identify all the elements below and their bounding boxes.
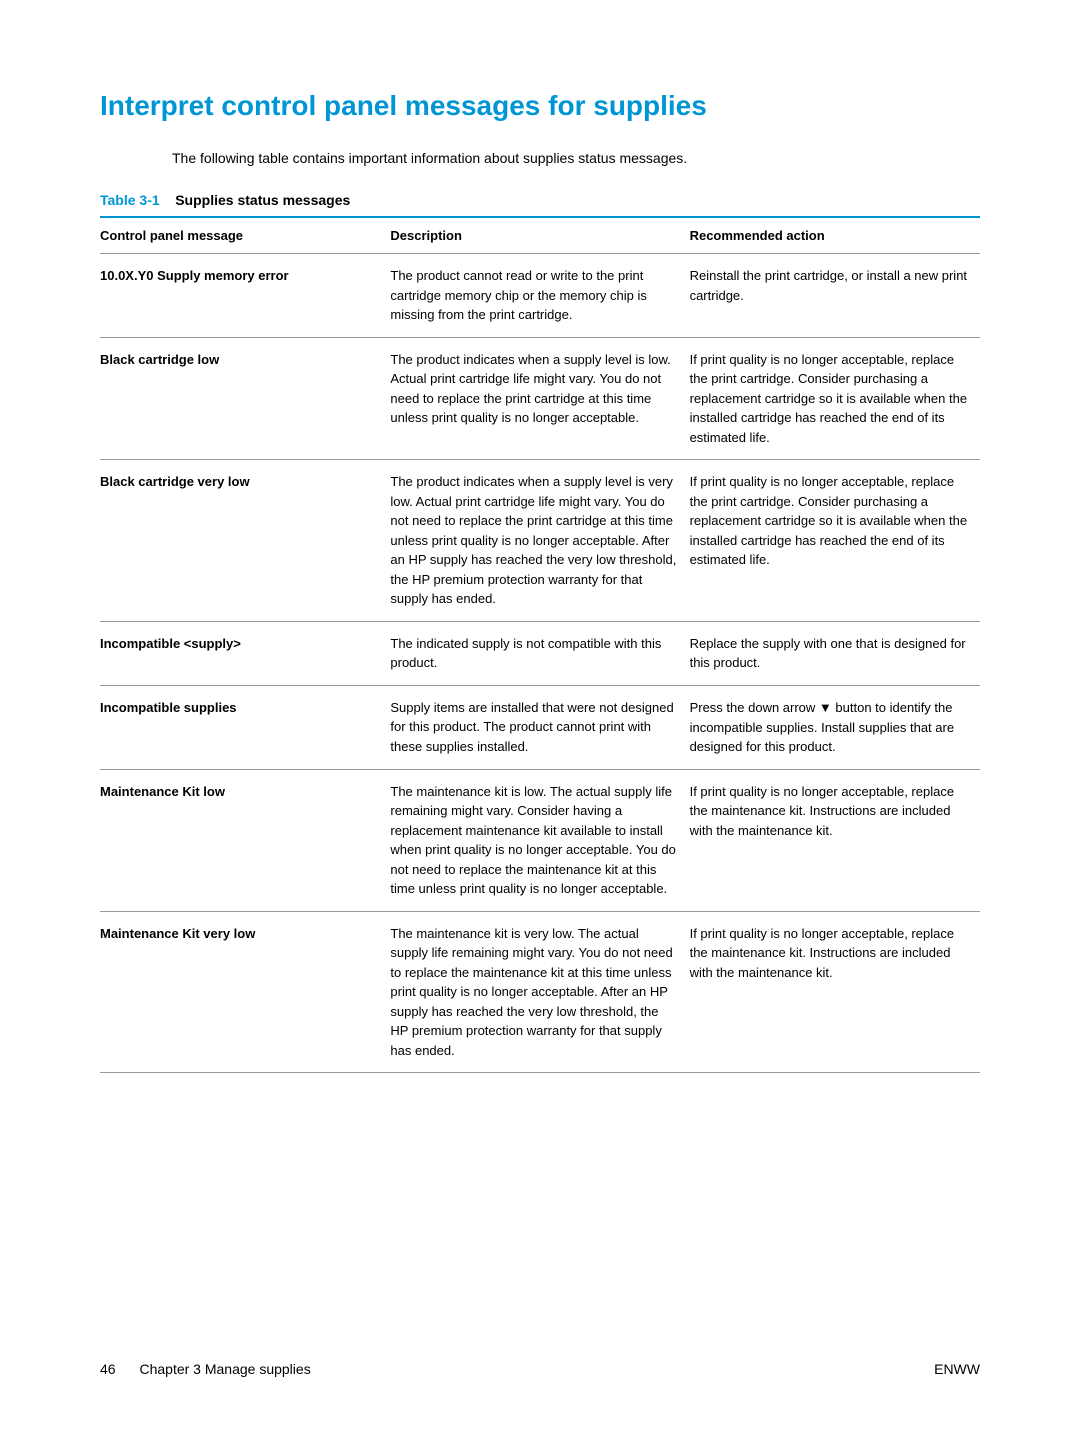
cell-action: If print quality is no longer acceptable…	[690, 460, 980, 622]
cell-message: Maintenance Kit very low	[100, 911, 390, 1073]
action-pre: Press the down arrow	[690, 700, 819, 715]
footer-left: 46 Chapter 3 Manage supplies	[100, 1361, 311, 1377]
page-title: Interpret control panel messages for sup…	[100, 90, 980, 122]
supplies-status-table: Control panel message Description Recomm…	[100, 216, 980, 1073]
cell-description: The maintenance kit is very low. The act…	[390, 911, 689, 1073]
cell-description: The product cannot read or write to the …	[390, 254, 689, 338]
cell-message: Black cartridge very low	[100, 460, 390, 622]
footer-right: ENWW	[934, 1361, 980, 1377]
page-footer: 46 Chapter 3 Manage supplies ENWW	[100, 1361, 980, 1377]
intro-text: The following table contains important i…	[172, 150, 980, 166]
table-row: Incompatible <supply> The indicated supp…	[100, 621, 980, 685]
cell-action: If print quality is no longer acceptable…	[690, 337, 980, 460]
page-number: 46	[100, 1361, 116, 1377]
cell-action: Press the down arrow ▼ button to identif…	[690, 685, 980, 769]
cell-message: Maintenance Kit low	[100, 769, 390, 911]
cell-message: 10.0X.Y0 Supply memory error	[100, 254, 390, 338]
table-header-row: Control panel message Description Recomm…	[100, 217, 980, 254]
table-row: Maintenance Kit very low The maintenance…	[100, 911, 980, 1073]
cell-description: The indicated supply is not compatible w…	[390, 621, 689, 685]
cell-action: If print quality is no longer acceptable…	[690, 769, 980, 911]
table-row: 10.0X.Y0 Supply memory error The product…	[100, 254, 980, 338]
cell-action: If print quality is no longer acceptable…	[690, 911, 980, 1073]
down-arrow-icon: ▼	[819, 698, 832, 718]
cell-description: The product indicates when a supply leve…	[390, 337, 689, 460]
cell-action: Replace the supply with one that is desi…	[690, 621, 980, 685]
table-header-description: Description	[390, 217, 689, 254]
chapter-label: Chapter 3 Manage supplies	[139, 1361, 310, 1377]
table-caption-title: Supplies status messages	[175, 192, 350, 208]
cell-description: Supply items are installed that were not…	[390, 685, 689, 769]
table-header-action: Recommended action	[690, 217, 980, 254]
table-caption: Table 3-1 Supplies status messages	[100, 192, 980, 208]
table-caption-label: Table 3-1	[100, 192, 160, 208]
cell-message: Incompatible supplies	[100, 685, 390, 769]
table-row: Incompatible supplies Supply items are i…	[100, 685, 980, 769]
cell-message: Incompatible <supply>	[100, 621, 390, 685]
table-row: Maintenance Kit low The maintenance kit …	[100, 769, 980, 911]
cell-description: The product indicates when a supply leve…	[390, 460, 689, 622]
cell-action: Reinstall the print cartridge, or instal…	[690, 254, 980, 338]
table-row: Black cartridge very low The product ind…	[100, 460, 980, 622]
cell-description: The maintenance kit is low. The actual s…	[390, 769, 689, 911]
table-header-message: Control panel message	[100, 217, 390, 254]
cell-message: Black cartridge low	[100, 337, 390, 460]
table-row: Black cartridge low The product indicate…	[100, 337, 980, 460]
